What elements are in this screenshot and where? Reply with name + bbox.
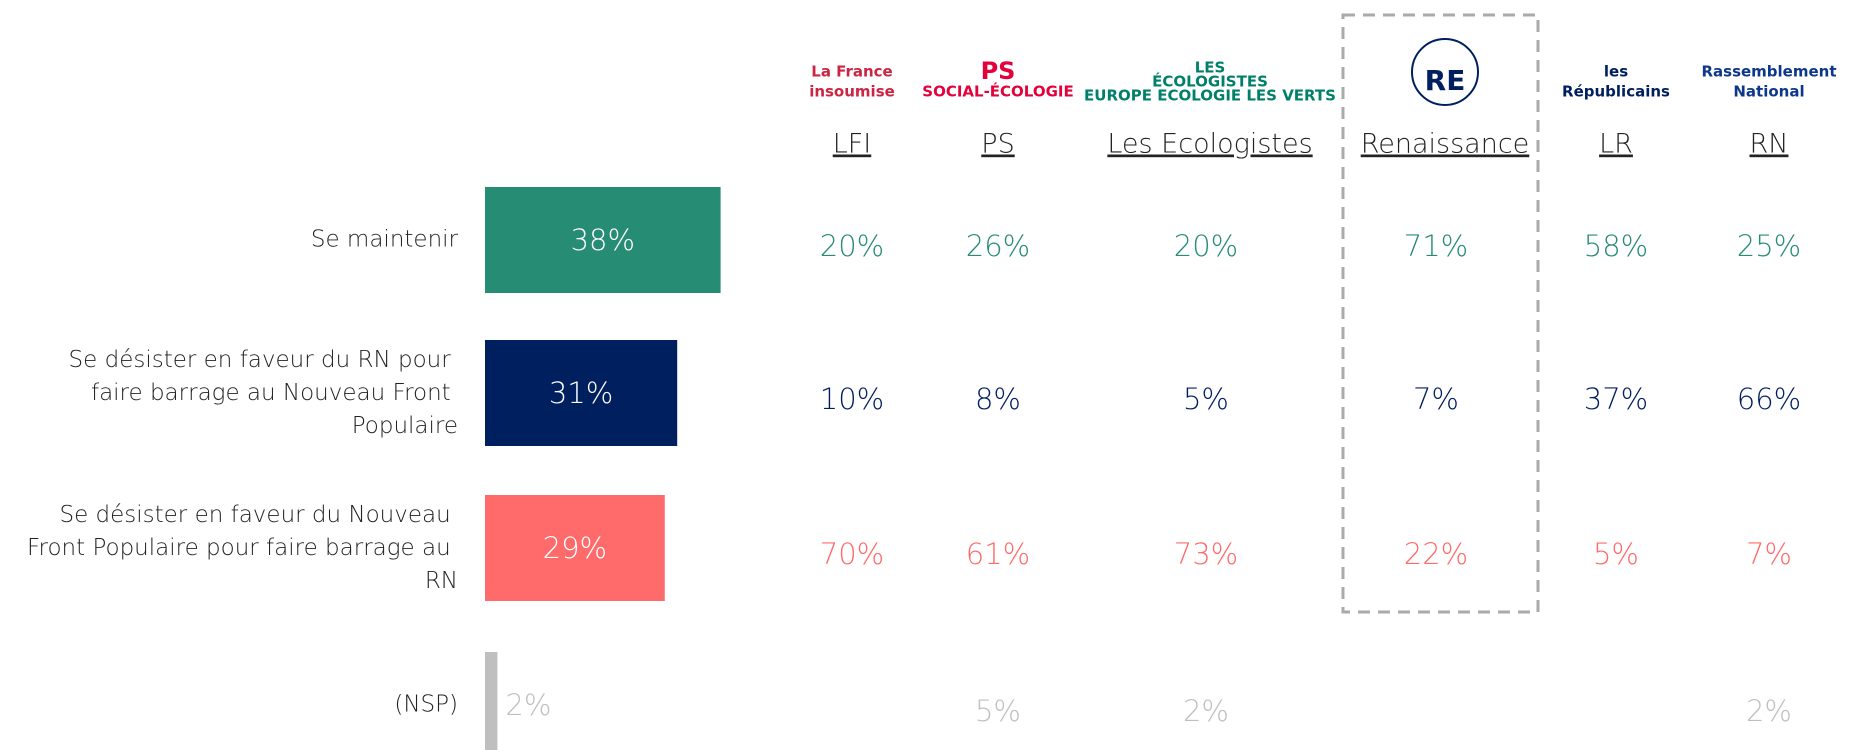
column-value: 71% [1404, 229, 1468, 263]
bar-value-label: 29% [543, 531, 607, 565]
column-value: 2% [1183, 694, 1229, 728]
logo-text: PS [981, 57, 1016, 85]
column-header: PS [981, 129, 1014, 160]
column-value: 5% [1593, 537, 1639, 571]
logo-text: insoumise [809, 83, 895, 101]
column-value: 22% [1404, 537, 1468, 571]
logo-text: La France [811, 63, 892, 81]
bar [485, 187, 721, 293]
column-value: 37% [1584, 382, 1648, 416]
category-label: Se maintenir [311, 227, 459, 253]
column-header: LR [1599, 129, 1633, 160]
column-header: Les Ecologistes [1107, 129, 1312, 160]
column-value: 5% [975, 694, 1021, 728]
category-label: Se désister en faveur du Nouveau Front P… [27, 502, 458, 594]
column-value: 70% [820, 537, 884, 571]
logo-text: EUROPE ECOLOGIE LES VERTS [1084, 87, 1336, 105]
column-value: 66% [1737, 382, 1801, 416]
category-label: (NSP) [394, 692, 458, 718]
bar [485, 652, 498, 750]
logo-text: SOCIAL-ÉCOLOGIE [922, 82, 1073, 101]
logo-text: RE [1425, 64, 1466, 97]
highlight-box [1341, 13, 1540, 614]
bar [485, 495, 665, 601]
bar-value-label: 31% [549, 376, 613, 410]
column-value: 26% [966, 229, 1030, 263]
column-header: LFI [833, 129, 872, 160]
column-value: 2% [1746, 694, 1792, 728]
logo-text: ÉCOLOGISTES [1152, 72, 1268, 91]
logo-text: Rassemblement [1701, 63, 1836, 81]
column-value: 5% [1183, 382, 1229, 416]
column-header: RN [1750, 129, 1789, 160]
logo-text: LES [1195, 59, 1226, 77]
column-value: 58% [1584, 229, 1648, 263]
column-value: 73% [1174, 537, 1238, 571]
column-value: 7% [1413, 382, 1459, 416]
bar-value-label: 38% [571, 223, 635, 257]
column-value: 20% [820, 229, 884, 263]
column-header: Renaissance [1361, 129, 1530, 160]
column-value: 7% [1746, 537, 1792, 571]
column-value: 61% [966, 537, 1030, 571]
bar-value-label: 2% [505, 688, 551, 722]
column-value: 25% [1737, 229, 1801, 263]
column-value: 10% [820, 382, 884, 416]
category-label: Se désister en faveur du RN pour faire b… [69, 347, 458, 439]
column-value: 8% [975, 382, 1021, 416]
column-value: 20% [1174, 229, 1238, 263]
bar [485, 340, 678, 446]
logo-text: National [1733, 83, 1804, 101]
logo-ring [1411, 38, 1479, 106]
logo-text: les [1604, 63, 1628, 81]
logo-text: Républicains [1562, 83, 1670, 101]
